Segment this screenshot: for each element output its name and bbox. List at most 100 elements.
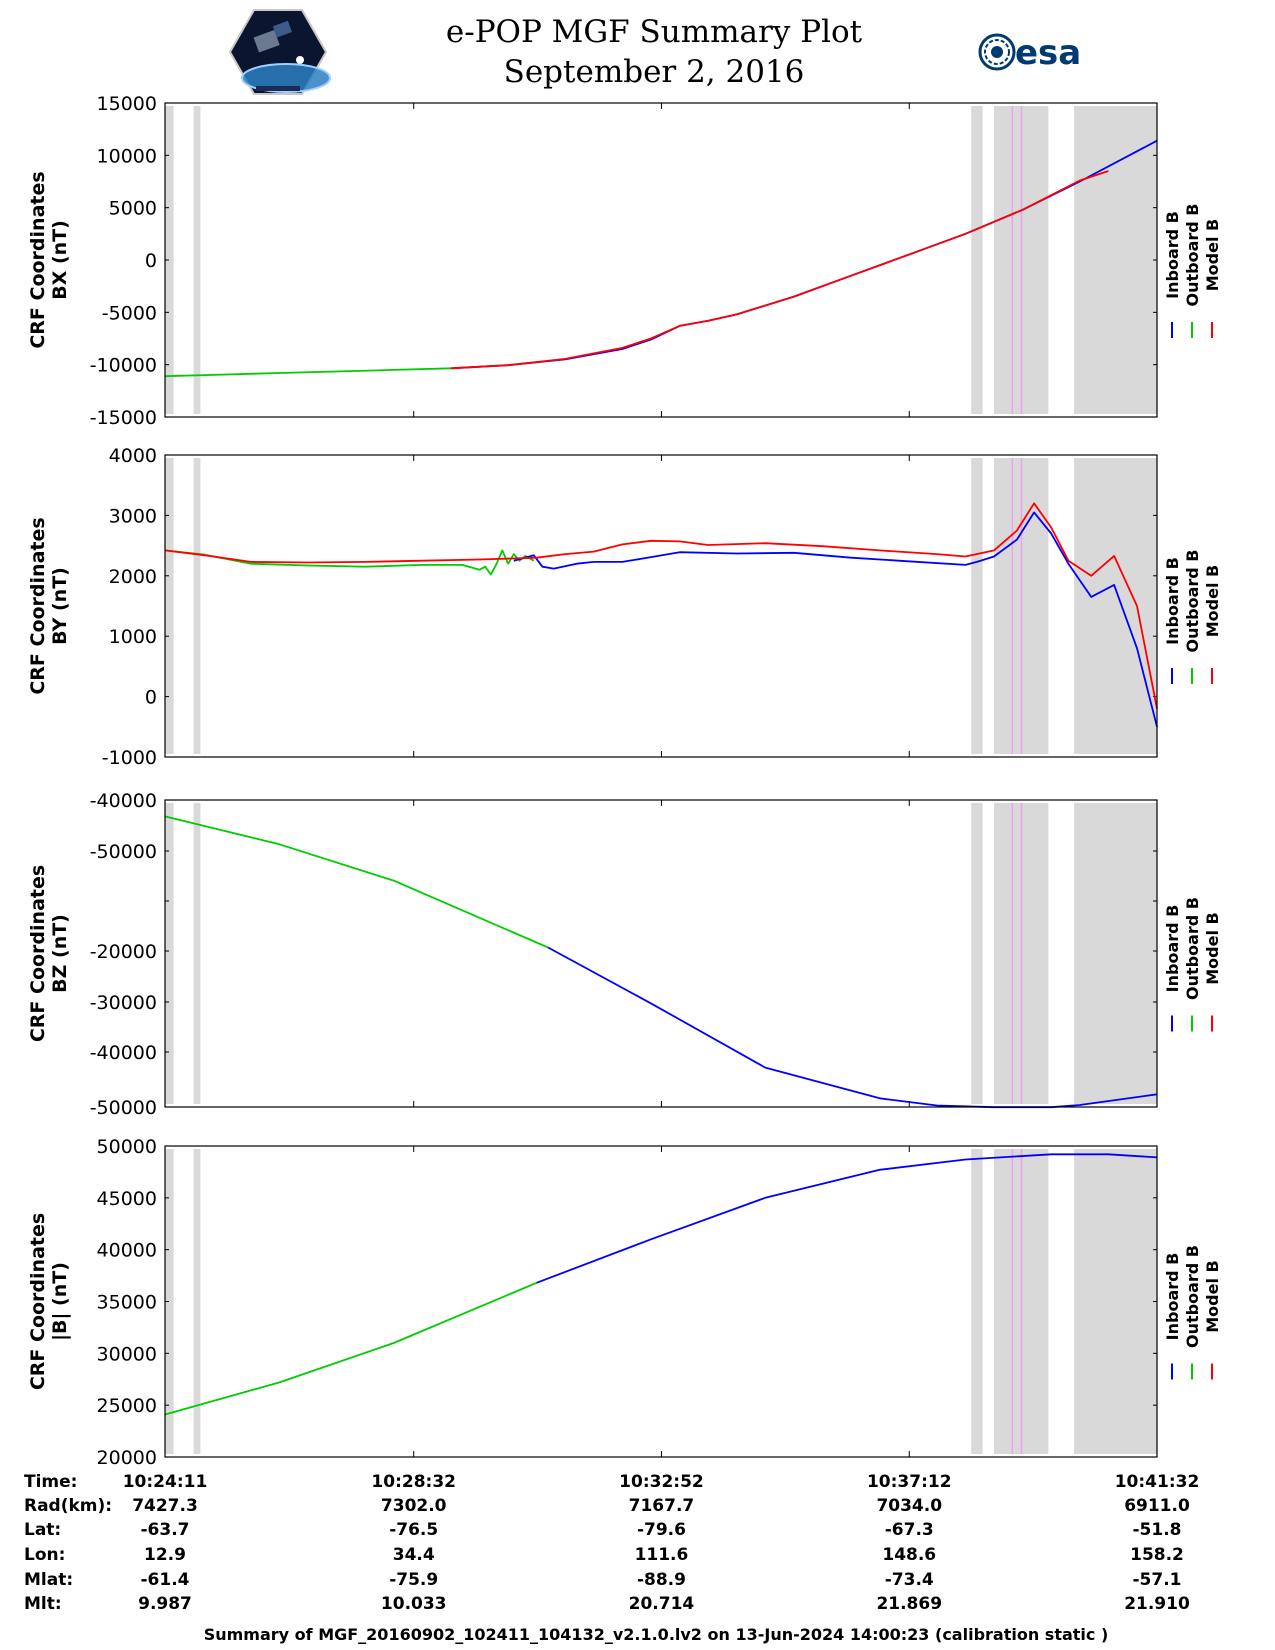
shaded-interval	[1074, 458, 1157, 754]
orbit-cell: 10:28:32	[371, 1472, 456, 1492]
figure-subtitle: September 2, 2016	[504, 54, 805, 90]
y-tick-label: 15000	[97, 93, 157, 115]
y-axis-title-line: CRF Coordinates	[27, 171, 49, 348]
shaded-interval	[165, 1149, 174, 1454]
series-line-outboard-b	[164, 549, 535, 576]
legend-label: Model B	[1203, 565, 1222, 637]
legend-label: Outboard B	[1183, 1245, 1202, 1348]
shaded-interval	[193, 106, 201, 414]
series-line-inboard-b	[536, 1153, 1158, 1284]
y-tick-label: -1000	[102, 747, 157, 769]
legend-label: Outboard B	[1183, 550, 1202, 653]
panel-btot: 50000 45000 40000 35000 30000 25000 20000 CRF C…	[27, 1136, 1222, 1469]
legend: Inboard B Outboard B Model B	[1163, 550, 1222, 684]
panel-bx: 15000 10000 5000 0 -5000 -10000 -15000 CRF Coor…	[27, 93, 1222, 429]
plot-frame	[164, 1145, 1158, 1458]
shaded-interval	[971, 1149, 983, 1454]
y-axis-title: CRF CoordinatesBY (nT)	[27, 517, 71, 694]
y-tick-label: 45000	[97, 1188, 157, 1210]
shaded-interval	[1074, 803, 1157, 1104]
orbit-cell: -63.7	[141, 1520, 190, 1540]
series-line-model-b	[450, 170, 1109, 370]
shaded-interval	[971, 106, 983, 414]
shaded-interval	[193, 1149, 201, 1454]
orbit-cell: 7427.3	[132, 1496, 198, 1516]
orbit-cell: 34.4	[393, 1545, 435, 1565]
orbit-cell: 10.033	[381, 1594, 447, 1614]
orbit-cell: 21.910	[1124, 1594, 1190, 1614]
legend-label: Inboard B	[1163, 211, 1182, 299]
orbit-cell: -76.5	[389, 1520, 438, 1540]
orbit-row-label: Mlt:	[24, 1594, 62, 1614]
y-tick-label: 10000	[97, 145, 157, 167]
legend: Inboard B Outboard B Model B	[1163, 897, 1222, 1032]
orbit-cell: -51.8	[1133, 1520, 1182, 1540]
y-tick-label: -20000	[90, 941, 157, 963]
orbit-cell: -57.1	[1133, 1570, 1182, 1590]
y-axis-title-line: |B| (nT)	[49, 1262, 71, 1341]
orbit-cell: 10:41:32	[1115, 1472, 1200, 1492]
orbit-row-label: Rad(km):	[24, 1496, 112, 1516]
y-tick-label: -10000	[90, 355, 157, 377]
y-tick-label: -40000	[90, 790, 157, 812]
orbit-cell: 12.9	[144, 1545, 186, 1565]
orbit-cell: -67.3	[885, 1520, 934, 1540]
series-line-outboard-b	[164, 815, 549, 949]
orbit-cell: 10:24:11	[123, 1472, 208, 1492]
y-tick-label: -40000	[90, 1042, 157, 1064]
y-tick-label: 20000	[97, 1447, 157, 1469]
plot-frame	[164, 799, 1158, 1108]
y-tick-label: 50000	[97, 1136, 157, 1158]
y-tick-label: 35000	[97, 1292, 157, 1314]
shaded-interval	[165, 458, 174, 754]
y-tick-label: -50000	[90, 841, 157, 863]
y-axis-title-line: CRF Coordinates	[27, 865, 49, 1042]
legend: Inboard B Outboard B Model B	[1163, 1245, 1222, 1380]
y-tick-label: -30000	[90, 992, 157, 1014]
y-axis-title-line: BY (nT)	[49, 567, 71, 645]
legend-label: Inboard B	[1163, 557, 1182, 645]
y-axis-title-line: CRF Coordinates	[27, 1213, 49, 1390]
panel-by: 4000 3000 2000 1000 0 -1000 CRF CoordinatesBY …	[27, 445, 1222, 769]
y-tick-label: 40000	[97, 1240, 157, 1262]
footer-summary: Summary of MGF_20160902_102411_104132_v2…	[204, 1625, 1109, 1644]
shaded-interval	[971, 458, 983, 754]
orbit-cell: -75.9	[389, 1570, 438, 1590]
plot-frame	[164, 102, 1158, 418]
legend-label: Inboard B	[1163, 905, 1182, 993]
orbit-cell: 7167.7	[629, 1496, 695, 1516]
series-line-model-b	[164, 502, 1158, 709]
y-tick-label: -5000	[102, 302, 157, 324]
legend-label: Outboard B	[1183, 897, 1202, 1000]
orbit-info-table: Time: Rad(km): Lat: Lon: Mlat: Mlt: 10:24:11 74…	[24, 1472, 1199, 1614]
y-axis-title: CRF CoordinatesBZ (nT)	[27, 865, 71, 1042]
y-axis-title-line: BX (nT)	[49, 220, 71, 300]
plot-frame	[164, 454, 1158, 758]
y-tick-label: 3000	[109, 505, 157, 527]
orbit-row-label: Lon:	[24, 1545, 65, 1565]
shaded-interval	[165, 106, 174, 414]
orbit-cell: -61.4	[141, 1570, 190, 1590]
legend-label: Model B	[1203, 912, 1222, 984]
y-tick-label: -50000	[90, 1097, 157, 1119]
cassiope-logo	[228, 9, 331, 95]
orbit-cell: 158.2	[1130, 1545, 1184, 1565]
series-line-inboard-b	[547, 946, 1158, 1109]
orbit-cell: 20.714	[629, 1594, 695, 1614]
shaded-interval	[193, 803, 201, 1104]
orbit-cell: 21.869	[876, 1594, 942, 1614]
orbit-row-label: Mlat:	[24, 1570, 73, 1590]
legend-label: Model B	[1203, 219, 1222, 291]
y-tick-label: 30000	[97, 1343, 157, 1365]
orbit-cell: 148.6	[882, 1545, 936, 1565]
orbit-cell: 7034.0	[876, 1496, 942, 1516]
shaded-interval	[165, 803, 174, 1104]
orbit-cell: 6911.0	[1124, 1496, 1190, 1516]
y-tick-label: 4000	[109, 445, 157, 467]
shaded-interval	[971, 803, 983, 1104]
y-axis-title-line: BZ (nT)	[49, 914, 71, 993]
legend-label: Model B	[1203, 1260, 1222, 1332]
orbit-cell: 10:37:12	[867, 1472, 952, 1492]
